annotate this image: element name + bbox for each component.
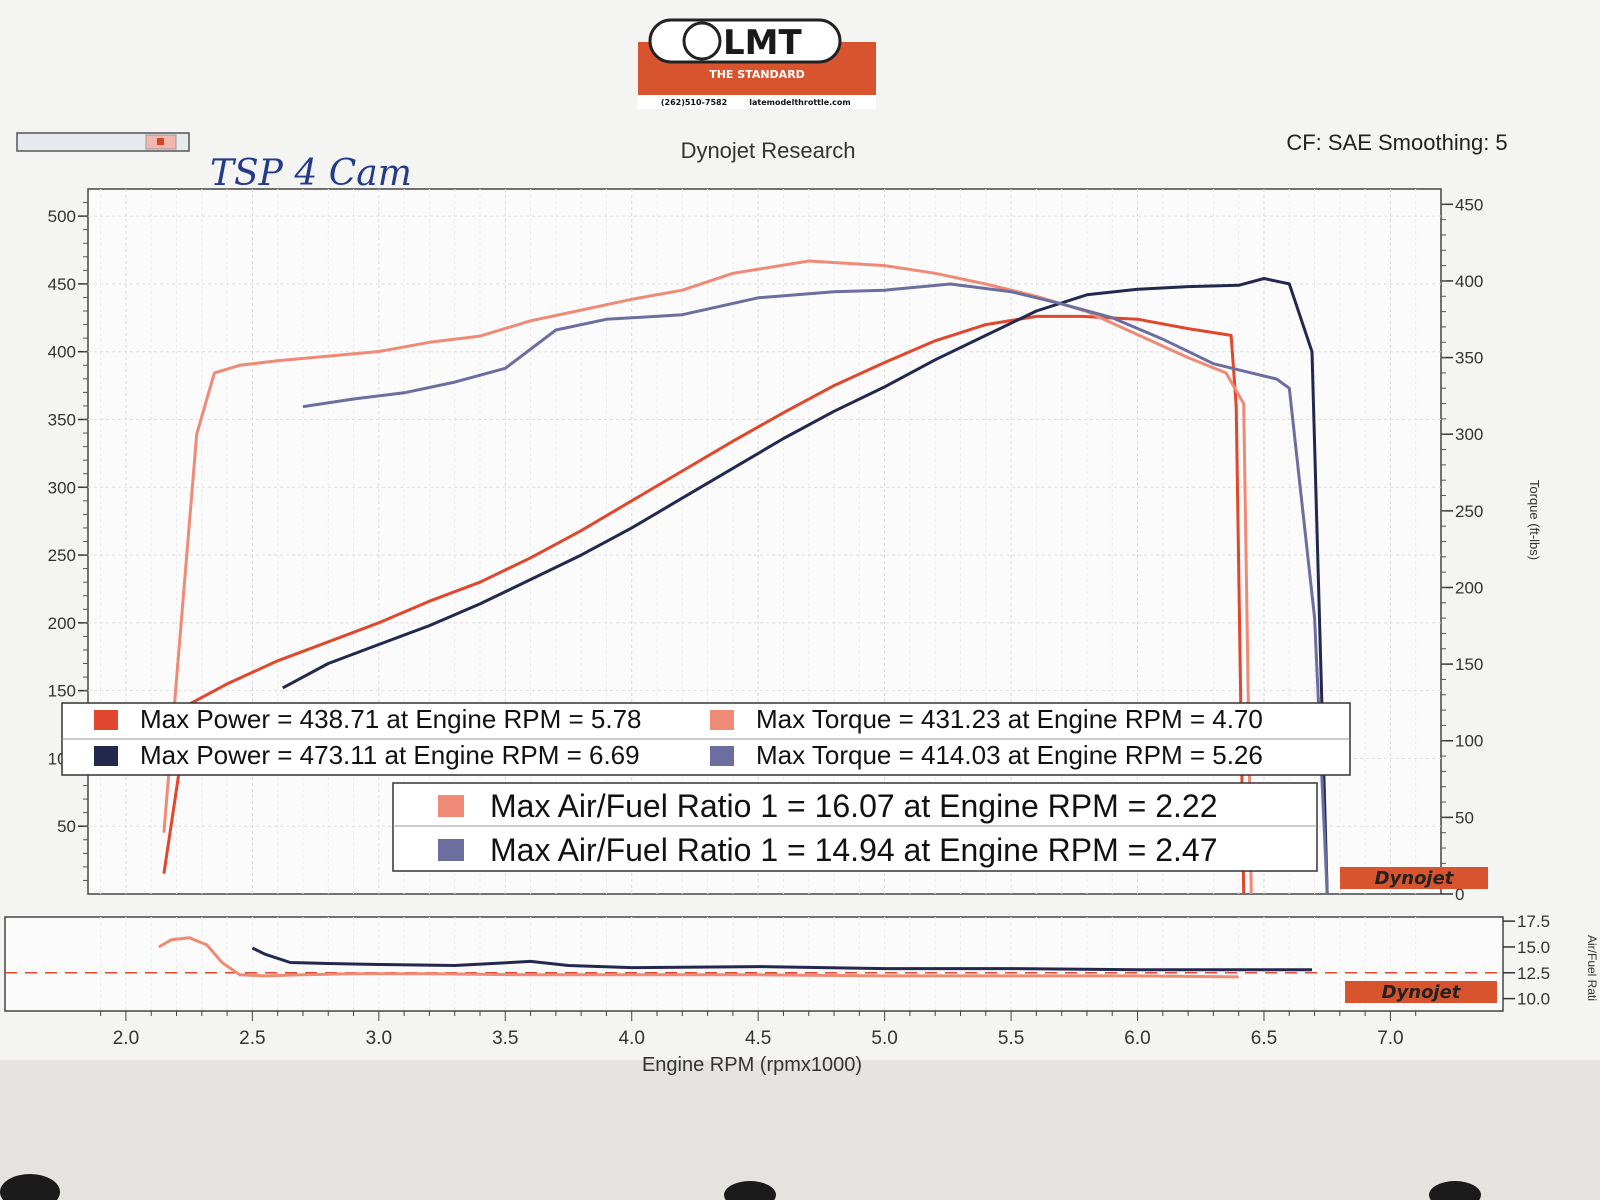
afr-legend-swatch (438, 839, 464, 861)
x-tick-label: 5.5 (998, 1028, 1024, 1049)
afr-plot-area (4, 916, 1504, 1012)
legend-swatch (94, 710, 118, 730)
watermark-text: Dynojet (1375, 868, 1455, 889)
right-tick-label: 250 (1455, 502, 1483, 521)
left-axis-ticks: 50045040035030025020015010050 (48, 202, 88, 881)
afr-watermark-text: Dynojet (1382, 982, 1462, 1003)
x-tick-label: 4.0 (619, 1028, 645, 1049)
afr-legend-label: Max Air/Fuel Ratio 1 = 14.94 at Engine R… (490, 832, 1218, 868)
left-tick-label: 500 (48, 207, 76, 226)
x-tick-label: 4.5 (745, 1028, 771, 1049)
legend-swatch (710, 746, 734, 766)
afr-axis-label: Air/Fuel Rati (1585, 935, 1599, 1001)
right-tick-label: 200 (1455, 578, 1483, 597)
left-tick-label: 450 (48, 275, 76, 294)
afr-gridlines (5, 917, 1503, 1011)
right-tick-label: 300 (1455, 425, 1483, 444)
right-tick-label: 150 (1455, 655, 1483, 674)
legend-label: Max Power = 473.11 at Engine RPM = 6.69 (140, 740, 640, 770)
afr-series (158, 936, 1312, 979)
left-tick-label: 50 (57, 817, 76, 836)
lmt-logo: LMT THE STANDARD (262)510-7582 latemodel… (638, 18, 876, 109)
series-line-run1-torque (162, 259, 1253, 895)
right-tick-label: 350 (1455, 349, 1483, 368)
binder-hole-right (1429, 1181, 1481, 1200)
afr-tick-label: 17.5 (1517, 912, 1550, 931)
x-tick-label: 6.0 (1124, 1028, 1150, 1049)
afr-legend-box (392, 782, 1318, 872)
right-tick-label: 100 (1455, 732, 1483, 751)
right-tick-label: 0 (1455, 885, 1464, 904)
logo-website: latemodelthrottle.com (749, 98, 851, 107)
logo-phone: (262)510-7582 (661, 98, 727, 107)
series-line-run2-power (281, 277, 1329, 895)
x-tick-label: 3.5 (492, 1028, 518, 1049)
afr-tick-label: 12.5 (1517, 964, 1550, 983)
x-axis-ticks: 2.0 2.5 3.0 3.5 4.0 4.5 5.0 5.5 6.0 6.5 7.0 (100, 1011, 1417, 1049)
x-tick-label: 2.5 (239, 1028, 265, 1049)
legend-label: Max Torque = 414.03 at Engine RPM = 5.26 (756, 740, 1263, 770)
afr-chart: 17.5 15.0 12.5 10.0 Air/Fuel Rati Dynojet (4, 912, 1599, 1012)
power-torque-chart: 50045040035030025020015010050 4504003503… (48, 188, 1542, 904)
logo-name: LMT (723, 23, 802, 63)
afr-legend: Max Air/Fuel Ratio 1 = 16.07 at Engine R… (392, 782, 1318, 872)
main-series (162, 259, 1329, 895)
left-tick-label: 400 (48, 343, 76, 362)
x-tick-label: 7.0 (1377, 1028, 1403, 1049)
dynojet-watermark-main: Dynojet (1340, 867, 1488, 889)
afr-legend-rows: Max Air/Fuel Ratio 1 = 16.07 at Engine R… (438, 788, 1218, 868)
right-tick-label: 50 (1455, 808, 1474, 827)
afr-series-line-run2-power (251, 946, 1312, 972)
x-tick-label: 5.0 (871, 1028, 897, 1049)
afr-tick-label: 10.0 (1517, 990, 1550, 1009)
afr-series-line-run1-torque (158, 936, 1239, 979)
legend-swatch (94, 746, 118, 766)
main-plot-area (87, 188, 1442, 895)
logo-contact-strip (638, 95, 876, 109)
afr-watermark-bg (1345, 981, 1497, 1003)
series-line-run2-torque (302, 282, 1329, 895)
right-axis-label: Torque (ft-lbs) (1527, 480, 1542, 560)
binder-hole-left (0, 1174, 60, 1200)
left-tick-label: 150 (48, 682, 76, 701)
legend-rows: Max Power = 438.71 at Engine RPM = 5.78 M… (94, 704, 1263, 770)
afr-legend-swatch (438, 795, 464, 817)
left-tick-label: 300 (48, 478, 76, 497)
series-line-run1-power (162, 314, 1246, 895)
binder-hole-center (724, 1181, 776, 1200)
legend-label: Max Torque = 431.23 at Engine RPM = 4.70 (756, 704, 1263, 734)
x-tick-label: 2.0 (113, 1028, 139, 1049)
x-tick-label: 6.5 (1251, 1028, 1277, 1049)
run-selector-dot (157, 138, 164, 145)
dynojet-watermark-afr: Dynojet (1345, 981, 1497, 1003)
right-tick-label: 450 (1455, 195, 1483, 214)
afr-tick-label: 15.0 (1517, 938, 1550, 957)
right-axis-ticks: 450 400 350 300 250 200 150 100 50 0 (1441, 195, 1483, 904)
paper-lower-shadow (0, 1060, 1600, 1200)
legend-swatch (710, 710, 734, 730)
handwritten-note: TSP 4 Cam (210, 153, 412, 194)
settings-label: CF: SAE Smoothing: 5 (1286, 130, 1507, 155)
page-title: Dynojet Research (681, 138, 856, 163)
x-axis-label: Engine RPM (rpmx1000) (642, 1054, 862, 1076)
power-torque-legend: Max Power = 438.71 at Engine RPM = 5.78 M… (61, 702, 1351, 776)
shifter-icon (682, 21, 722, 61)
right-tick-label: 400 (1455, 272, 1483, 291)
watermark-bg (1340, 867, 1488, 889)
left-tick-label: 200 (48, 614, 76, 633)
x-tick-label: 3.0 (366, 1028, 392, 1049)
legend-label: Max Power = 438.71 at Engine RPM = 5.78 (140, 704, 642, 734)
afr-legend-label: Max Air/Fuel Ratio 1 = 16.07 at Engine R… (490, 788, 1218, 824)
logo-tagline: THE STANDARD (709, 68, 805, 81)
left-tick-label: 350 (48, 410, 76, 429)
afr-right-axis-ticks: 17.5 15.0 12.5 10.0 (1503, 912, 1550, 1009)
left-tick-label: 250 (48, 546, 76, 565)
